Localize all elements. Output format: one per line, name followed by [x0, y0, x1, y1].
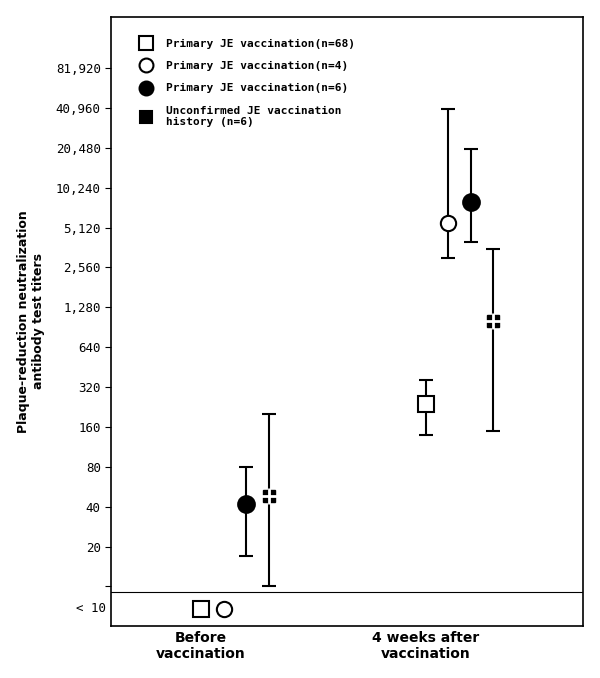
Y-axis label: Plaque-reduction neutralization
antibody test titers: Plaque-reduction neutralization antibody…: [17, 210, 44, 433]
Legend: Primary JE vaccination(n=68), Primary JE vaccination(n=4), Primary JE vaccinatio: Primary JE vaccination(n=68), Primary JE…: [131, 35, 360, 132]
Text: < 10: < 10: [76, 602, 106, 615]
